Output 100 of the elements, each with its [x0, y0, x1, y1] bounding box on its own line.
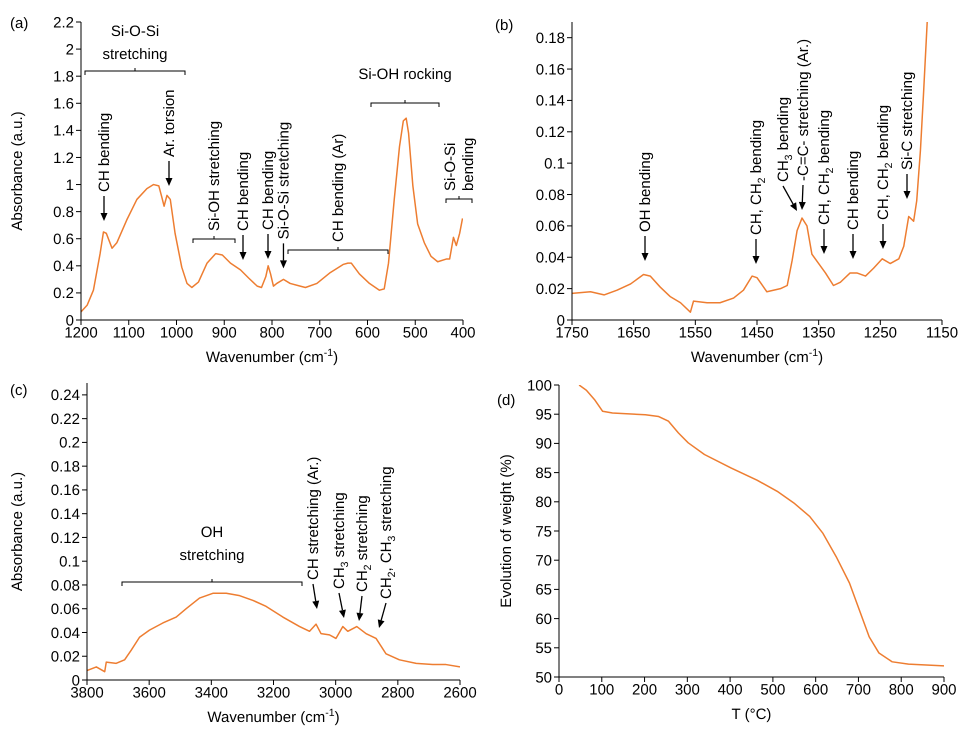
x-tick-label: 1450: [740, 324, 774, 342]
x-tick-label: 2800: [381, 684, 415, 702]
annotation: Si-C stretching: [898, 72, 916, 170]
y-tick-label: 0.16: [536, 61, 565, 78]
y-tick-label: 1: [66, 176, 74, 194]
line-series: [578, 385, 944, 667]
text: (d): [497, 392, 516, 409]
annotation: Si-OH rocking: [358, 66, 452, 83]
x-tick-label: 700: [307, 324, 332, 342]
annotation: Si-O-Si stretching: [102, 23, 168, 63]
y-tick-label: 0.24: [50, 387, 80, 404]
annotation: -C=C- stretching (Ar.): [794, 38, 812, 181]
x-tick-label: 1200: [64, 324, 98, 342]
y-axis-title: Evolution of weight (%): [498, 454, 515, 608]
x-tick-label: 3800: [70, 684, 104, 702]
y-tick-label: 55: [535, 640, 552, 658]
y-tick-label: 100: [526, 377, 552, 394]
annotation: CH bending: [234, 152, 252, 231]
x-tick-label: 600: [354, 324, 380, 342]
y-tick-label: 90: [535, 436, 552, 453]
x-tick-label: 500: [402, 324, 428, 342]
y-tick-label: 0.08: [536, 186, 565, 204]
y-tick-label: 95: [535, 406, 552, 424]
chart-title: (c): [10, 382, 28, 399]
y-tick-label: 0.14: [536, 92, 565, 110]
x-tick-label: 1100: [112, 324, 145, 342]
y-tick-label: 0.6: [53, 231, 74, 248]
y-tick-label: 0.12: [50, 530, 80, 547]
annotation: CH bending: [260, 150, 276, 230]
annotation: CH bending: [844, 150, 862, 230]
x-axis-title: Wavenumber (cm$^{-1}$): [206, 347, 338, 366]
x-tick-label: 1250: [864, 324, 898, 342]
y-tick-label: 2: [66, 41, 74, 58]
y-tick-label: 80: [535, 494, 552, 512]
y-tick-label: 0.12: [536, 124, 565, 142]
y-tick-label: 0.2: [53, 285, 74, 302]
x-tick-label: 600: [803, 682, 828, 699]
x-tick-label: 800: [888, 682, 914, 699]
x-axis-title: T (°C): [732, 706, 772, 723]
x-tick-label: 3400: [194, 684, 228, 702]
x-tick-label: 1000: [160, 324, 194, 342]
x-tick-label: 500: [760, 682, 786, 699]
y-tick-label: 1.4: [53, 122, 74, 140]
annotation: CH stretching (Ar.): [304, 456, 322, 580]
x-axis-title: Wavenumber (cm$^{-1}$): [690, 347, 824, 366]
y-tick-label: 0.1: [544, 155, 565, 172]
y-tick-label: 0.4: [53, 258, 74, 276]
x-tick-label: 1550: [678, 324, 712, 342]
y-tick-label: 0.22: [50, 410, 80, 428]
y-tick-label: 70: [535, 552, 552, 570]
annotation: Ar. torsion: [160, 89, 178, 157]
line-series: [572, 22, 928, 313]
x-tick-label: 900: [931, 682, 957, 699]
x-tick-label: 400: [450, 324, 476, 342]
x-tick-label: 1750: [555, 324, 589, 342]
y-tick-label: 0.14: [50, 506, 80, 524]
y-axis-title: Absorbance (a.u.): [9, 111, 26, 231]
annotation: Si-OH stretching: [206, 120, 222, 231]
y-tick-label: 0.18: [50, 458, 80, 476]
y-tick-label: 65: [535, 582, 552, 599]
y-tick-label: 2.2: [53, 14, 74, 32]
y-tick-label: 1.2: [53, 150, 74, 167]
y-tick-label: 0.04: [536, 250, 565, 267]
y-tick-label: 1.6: [53, 96, 74, 113]
y-tick-label: 60: [535, 610, 552, 628]
x-tick-label: 3000: [318, 684, 352, 702]
y-tick-label: 0.02: [50, 648, 80, 666]
x-tick-label: 200: [632, 682, 658, 699]
x-tick-label: 400: [718, 682, 743, 699]
y-tick-label: 75: [535, 523, 552, 540]
y-tick-label: 0.06: [50, 601, 80, 618]
annotation: Si-O-Si bending: [442, 138, 476, 191]
y-axis-title: Absorbance (a.u.): [9, 472, 26, 592]
annotation: OH stretching: [179, 524, 245, 564]
x-tick-label: 3600: [132, 684, 166, 702]
x-tick-label: 3200: [256, 684, 290, 702]
annotation: CH bending: [96, 112, 112, 192]
y-tick-label: 0.16: [50, 482, 80, 500]
y-tick-label: 0.1: [59, 554, 80, 571]
x-tick-label: 2600: [443, 684, 477, 702]
x-tick-label: 1150: [926, 324, 958, 342]
y-tick-label: 0.04: [50, 624, 80, 642]
y-tick-label: 85: [535, 464, 552, 482]
x-tick-label: 800: [259, 324, 285, 342]
x-tick-label: 900: [212, 324, 237, 342]
y-tick-label: 0.2: [59, 434, 80, 452]
x-tick-label: 300: [674, 682, 700, 699]
y-tick-label: 0.8: [53, 204, 74, 221]
y-tick-label: 0.06: [536, 218, 565, 236]
y-tick-label: 0.18: [536, 30, 565, 48]
x-tick-label: 700: [846, 682, 871, 699]
chart-title: (a): [10, 15, 28, 32]
x-tick-label: 100: [589, 682, 614, 699]
x-axis-title: Wavenumber (cm$^{-1}$): [207, 707, 340, 726]
annotation: CH bending (Ar): [330, 134, 346, 242]
y-tick-label: 50: [535, 669, 552, 686]
x-tick-label: 1650: [616, 324, 650, 342]
annotation: OH bending: [636, 152, 654, 232]
chart-title: (b): [495, 17, 514, 34]
y-tick-label: 1.8: [53, 68, 74, 86]
